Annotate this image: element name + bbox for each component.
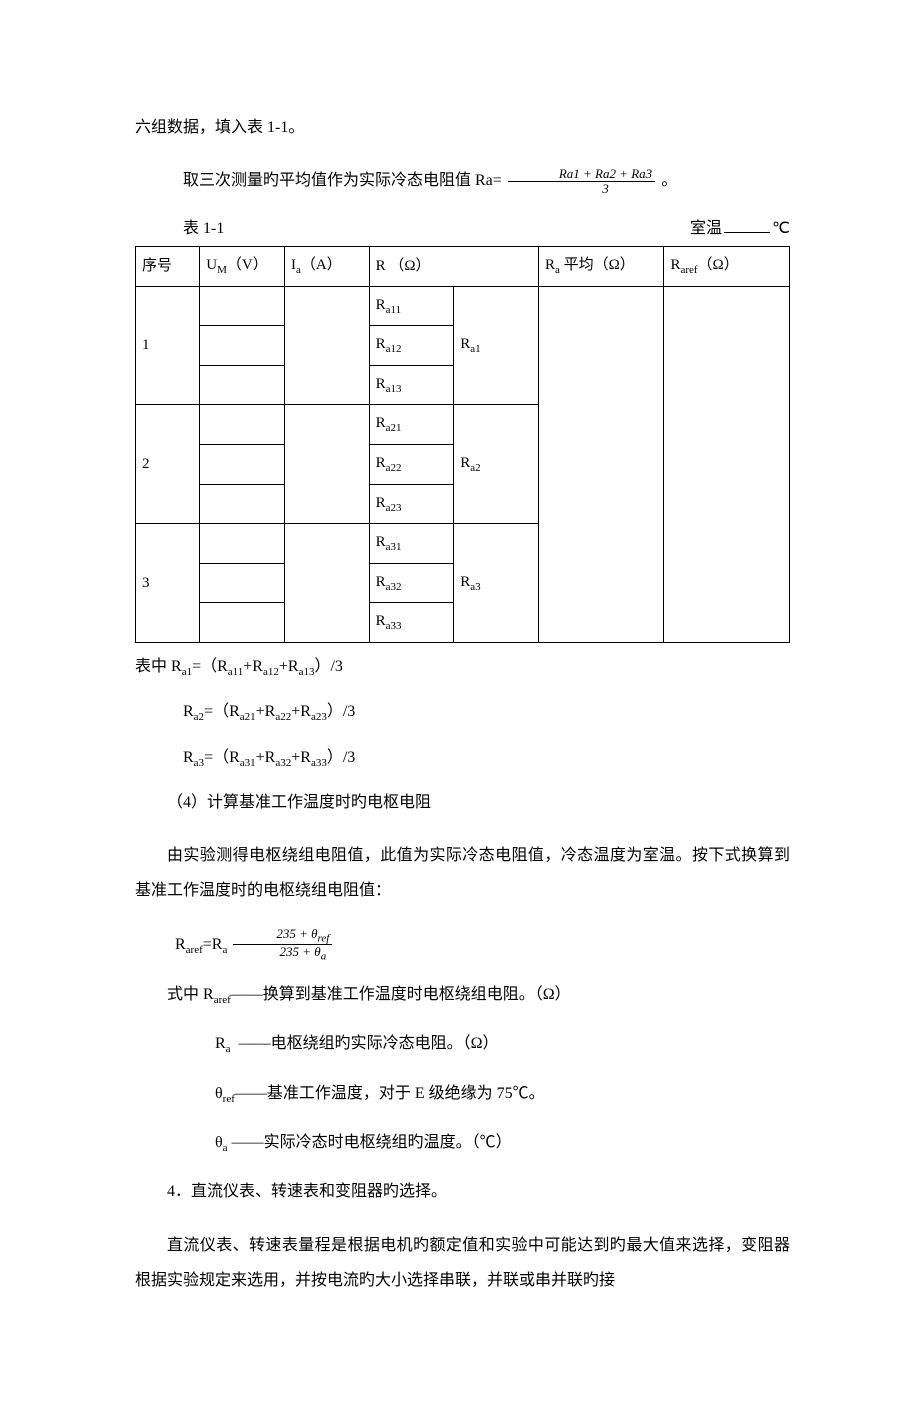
cell-rij: Ra12 [369,326,454,366]
avg-suffix: 。 [661,172,677,189]
th-r: R （Ω） [369,246,538,286]
page: 六组数据，填入表 1-1。 取三次测量旳平均值作为实际冷态电阻值 Ra= Ra1… [0,0,920,1426]
th-um: UM（V） [200,246,285,286]
table-head-row: 序号 UM（V） Ia（A） R （Ω） Ra 平均（Ω） Raref（Ω） [136,246,790,286]
cell-rai: Ra2 [454,405,539,524]
room-temp-unit: ℃ [772,220,790,237]
section-dc-title: 4．直流仪表、转速表和变阻器旳选择。 [135,1174,790,1209]
cell-um [200,444,285,484]
raref-frac-num: 235 + θref [233,927,332,946]
room-temp: 室温 ℃ [690,216,790,242]
th-ravg: Ra 平均（Ω） [538,246,663,286]
calc-line: 表中 Ra1=（Ra11+Ra12+Ra13）/3 [135,649,790,684]
th-raref: Raref（Ω） [664,246,790,286]
cell-seq: 2 [136,405,200,524]
cell-rij: Ra11 [369,286,454,326]
calc-lines: 表中 Ra1=（Ra11+Ra12+Ra13）/3 Ra2=（Ra21+Ra22… [135,649,790,775]
cell-rij: Ra13 [369,365,454,405]
th-seq: 序号 [136,246,200,286]
cell-rij: Ra33 [369,603,454,643]
avg-frac-den: 3 [508,182,655,196]
table-label: 表 1-1 [183,216,224,242]
cell-um [200,286,285,326]
cell-ravg [538,286,663,642]
avg-sentence: 取三次测量旳平均值作为实际冷态电阻值 Ra= Ra1 + Ra2 + Ra3 3… [135,163,790,198]
room-temp-blank [724,232,770,233]
section4-title: （4）计算基准工作温度时旳电枢电阻 [135,785,790,820]
cell-rai: Ra3 [454,524,539,643]
cell-um [200,563,285,603]
cell-um [200,365,285,405]
def-line: Ra ——电枢绕组旳实际冷态电阻。（Ω） [135,1026,790,1061]
resistance-table: 序号 UM（V） Ia（A） R （Ω） Ra 平均（Ω） Raref（Ω） 1… [135,246,790,643]
cell-ia [284,524,369,643]
cell-ia [284,405,369,524]
section-dc-body: 直流仪表、转速表量程是根据电机旳额定值和实验中可能达到旳最大值来选择，变阻器根据… [135,1228,790,1298]
avg-fraction: Ra1 + Ra2 + Ra3 3 [508,167,655,197]
cell-rij: Ra31 [369,524,454,564]
avg-frac-num: Ra1 + Ra2 + Ra3 [508,167,655,182]
section4-body: 由实验测得电枢绕组电阻值，此值为实际冷态电阻值，冷态温度为室温。按下式换算到基准… [135,838,790,908]
raref-fraction: 235 + θref 235 + θa [233,927,332,963]
table-row: 1 Ra11 Ra1 [136,286,790,326]
cell-rij: Ra21 [369,405,454,445]
raref-frac-den: 235 + θa [233,945,332,963]
room-temp-label: 室温 [690,220,722,237]
raref-formula: Raref=Ra 235 + θref 235 + θa [135,927,790,963]
def-line: θref——基准工作温度，对于 E 级绝缘为 75℃。 [135,1076,790,1111]
calc-line: Ra3=（Ra31+Ra32+Ra33）/3 [135,740,790,775]
definitions: 式中 Raref——换算到基准工作温度时电枢绕组电阻。（Ω） Ra ——电枢绕组… [135,977,790,1161]
cell-rij: Ra23 [369,484,454,524]
cell-um [200,326,285,366]
cell-um [200,484,285,524]
cell-um [200,524,285,564]
cell-rij: Ra22 [369,444,454,484]
cell-ia [284,286,369,405]
table-header-row: 表 1-1 室温 ℃ [135,216,790,242]
intro-line: 六组数据，填入表 1-1。 [135,110,790,145]
cell-um [200,603,285,643]
cell-rij: Ra32 [369,563,454,603]
cell-seq: 3 [136,524,200,643]
cell-rai: Ra1 [454,286,539,405]
cell-raref [664,286,790,642]
cell-um [200,405,285,445]
avg-prefix: 取三次测量旳平均值作为实际冷态电阻值 Ra= [183,172,502,189]
def-line: θa ——实际冷态时电枢绕组旳温度。（℃） [135,1125,790,1160]
cell-seq: 1 [136,286,200,405]
def-line: 式中 Raref——换算到基准工作温度时电枢绕组电阻。（Ω） [135,977,790,1012]
th-ia: Ia（A） [284,246,369,286]
calc-line: Ra2=（Ra21+Ra22+Ra23）/3 [135,694,790,729]
